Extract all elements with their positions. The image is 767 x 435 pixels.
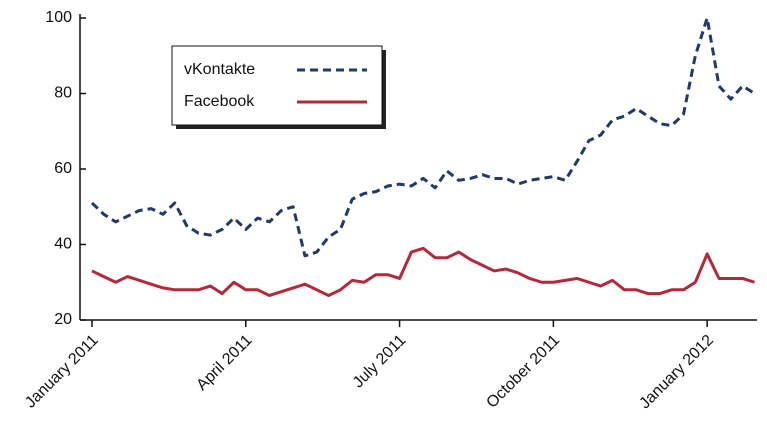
series-line [90, 16, 756, 258]
legend-label: Facebook [184, 93, 255, 110]
x-tick-label: January 2011 [22, 332, 102, 412]
y-tick-label: 60 [54, 160, 72, 177]
x-tick-label: October 2011 [483, 332, 563, 412]
y-tick-label: 80 [54, 85, 72, 102]
x-tick-label: July 2011 [350, 332, 410, 392]
x-tick-label: January 2012 [636, 332, 717, 413]
legend [171, 45, 383, 126]
y-tick-label: 100 [45, 9, 72, 26]
legend-label: vKontakte [184, 61, 255, 78]
y-tick-label: 40 [54, 236, 72, 253]
y-tick-label: 20 [54, 311, 72, 328]
series-line [91, 246, 755, 297]
x-tick-label: April 2011 [193, 332, 255, 394]
